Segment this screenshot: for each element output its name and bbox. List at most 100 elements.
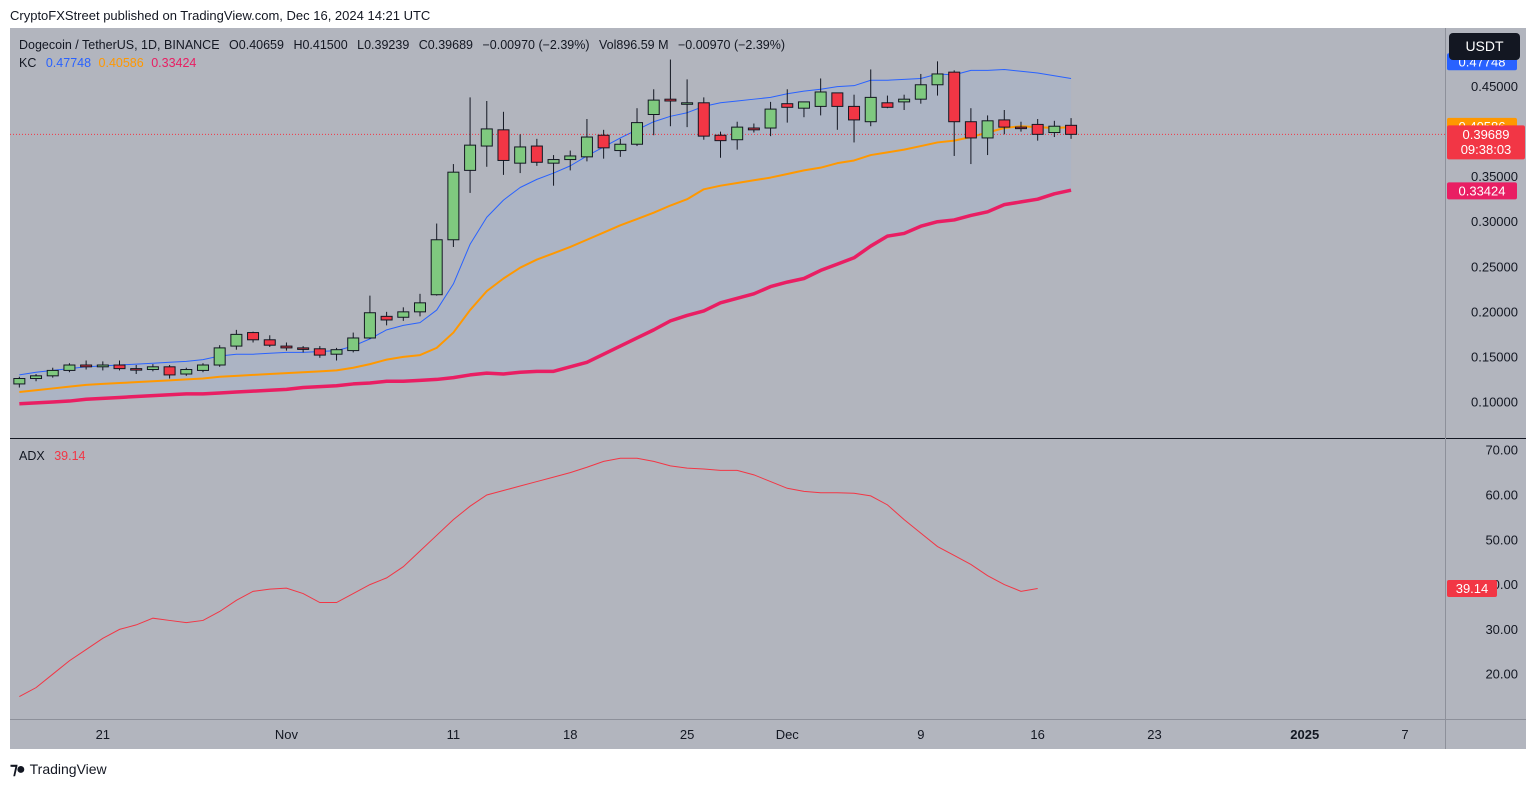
candle-bear xyxy=(881,102,894,108)
adx-line xyxy=(19,457,1038,698)
publisher-line: CryptoFXStreet published on TradingView.… xyxy=(10,8,431,23)
currency-button[interactable]: USDT xyxy=(1449,33,1520,60)
time-tick-label: 21 xyxy=(96,727,110,742)
candle-bull xyxy=(96,364,109,368)
candle-bull xyxy=(898,98,911,103)
candle-bear xyxy=(747,127,760,131)
candle-bear xyxy=(313,348,326,356)
candle-bull xyxy=(413,302,426,313)
candle-bear xyxy=(714,134,727,142)
candle-bear xyxy=(263,339,276,346)
candle-bear xyxy=(964,121,977,139)
last-price-badge-bg xyxy=(1447,125,1525,160)
ohlc-legend: Dogecoin / TetherUS, 1D, BINANCE O0.4065… xyxy=(19,38,791,52)
candle-bull xyxy=(580,136,593,158)
high-value: H0.41500 xyxy=(293,38,348,52)
price-tick-label: 0.10000 xyxy=(1471,394,1518,409)
candle-bear xyxy=(697,102,710,137)
adx-tick-label: 20.00 xyxy=(1485,667,1518,682)
candle-bull xyxy=(864,96,877,123)
candle-bull xyxy=(731,126,744,141)
countdown-badge: 09:38:03 xyxy=(1461,142,1512,157)
kc-upper-value: 0.47748 xyxy=(45,56,92,70)
kc-lower-value: 0.33424 xyxy=(151,56,197,70)
volume-value: Vol896.59 M xyxy=(599,38,669,52)
candle-bull xyxy=(46,369,59,377)
candle-bear xyxy=(831,92,844,107)
price-tick-label: 0.25000 xyxy=(1471,259,1518,274)
candle-bear xyxy=(247,332,260,341)
candle-bear xyxy=(280,345,293,349)
chart-canvas[interactable]: 0.10000 0.15000 0.20000 0.25000 0.30000 0.350… xyxy=(10,28,1526,749)
kc-legend[interactable]: KC 0.47748 0.40586 0.33424 xyxy=(19,56,202,70)
candle-bear xyxy=(1031,123,1044,135)
kc-basis-value: 0.40586 xyxy=(98,56,144,70)
candle-bull xyxy=(397,311,410,318)
price-tick-label: 0.45000 xyxy=(1471,79,1518,94)
candle-bull xyxy=(63,364,76,371)
price-tick-label: 0.35000 xyxy=(1471,169,1518,184)
price-tick-label: 0.20000 xyxy=(1471,304,1518,319)
price-tick-label: 0.30000 xyxy=(1471,214,1518,229)
candle-bear xyxy=(80,364,93,368)
time-tick-label: 9 xyxy=(917,727,924,742)
candle-bull xyxy=(330,349,343,355)
time-tick-label: 23 xyxy=(1147,727,1161,742)
time-tick-label: Dec xyxy=(776,727,800,742)
candle-bull xyxy=(30,375,43,380)
tradingview-logo[interactable]: ⁊● TradingView xyxy=(10,759,107,779)
candle-bull xyxy=(180,369,193,375)
candle-bull xyxy=(981,120,994,139)
change-value: −0.00970 (−2.39%) xyxy=(482,38,590,52)
time-tick-label: 2025 xyxy=(1290,727,1319,742)
candle-bull xyxy=(1048,125,1061,134)
candle-bull xyxy=(914,84,927,100)
low-value: L0.39239 xyxy=(357,38,410,52)
candle-bull xyxy=(681,102,694,105)
candle-bull xyxy=(447,171,460,241)
candle-bear xyxy=(530,145,543,163)
kc-upper-line xyxy=(19,68,1072,376)
adx-tick-label: 50.00 xyxy=(1485,532,1518,547)
adx-legend[interactable]: ADX 39.14 xyxy=(19,449,91,463)
adx-badge: 39.14 xyxy=(1456,581,1489,596)
candle-bull xyxy=(464,144,477,171)
candle-bear xyxy=(998,119,1011,128)
candle-bull xyxy=(814,91,827,107)
candle-bear xyxy=(948,71,961,123)
candle-bull xyxy=(347,337,360,352)
candle-bear xyxy=(380,315,393,321)
candle-bull xyxy=(363,312,376,339)
candle-bear xyxy=(848,105,861,121)
lower-price-badge-bg xyxy=(1447,182,1517,200)
tradingview-logo-icon: ⁊● xyxy=(10,761,26,778)
candle-bull xyxy=(430,239,443,296)
candle-bull xyxy=(230,333,243,347)
tradingview-brand: TradingView xyxy=(29,761,107,777)
candle-bull xyxy=(631,122,644,145)
symbol-title: Dogecoin / TetherUS, 1D, BINANCE xyxy=(19,38,220,52)
time-tick-label: 18 xyxy=(563,727,577,742)
adx-tick-label: 30.00 xyxy=(1485,622,1518,637)
kc-label: KC xyxy=(19,56,37,70)
adx-tick-label: 60.00 xyxy=(1485,488,1518,503)
last-price-badge: 0.39689 xyxy=(1463,127,1510,142)
adx-badge-bg xyxy=(1447,579,1497,597)
candle-bull xyxy=(514,146,527,164)
close-value: C0.39689 xyxy=(418,38,473,52)
candle-bull xyxy=(797,101,810,109)
price-tick-label: 0.15000 xyxy=(1471,349,1518,364)
candle-bull xyxy=(213,347,226,366)
candle-bear xyxy=(113,364,126,370)
chart-frame[interactable]: 0.10000 0.15000 0.20000 0.25000 0.30000 0.350… xyxy=(10,28,1526,749)
open-value: O0.40659 xyxy=(229,38,284,52)
candle-bear xyxy=(297,347,310,350)
candle-bear xyxy=(664,98,677,102)
lower-price-badge: 0.33424 xyxy=(1459,183,1506,198)
candle-bull xyxy=(13,378,26,385)
time-tick-label: Nov xyxy=(275,727,299,742)
candle-bull xyxy=(931,73,944,86)
kc-basis-line xyxy=(19,125,1072,394)
adx-legend-value: 39.14 xyxy=(54,449,86,463)
candle-bull xyxy=(547,159,560,164)
